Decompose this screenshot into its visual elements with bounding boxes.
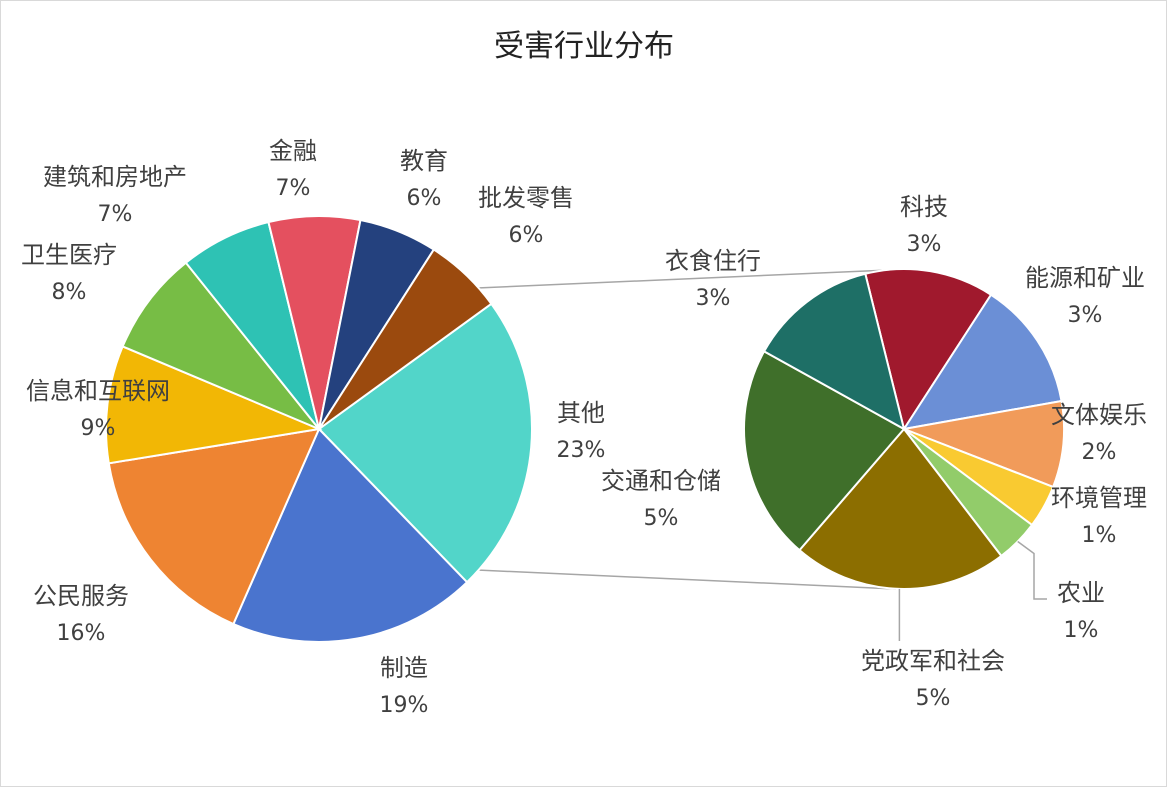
secondary-label-1: 能源和矿业 <box>1025 264 1145 292</box>
secondary-percent-6: 5% <box>644 506 679 531</box>
secondary-slice-1 <box>901 293 1063 431</box>
main-slice-3 <box>105 345 323 465</box>
main-label-4: 卫生医疗 <box>21 241 117 269</box>
secondary-percent-7: 3% <box>696 286 731 311</box>
main-percent-8: 6% <box>509 223 544 248</box>
main-percent-1: 19% <box>380 693 429 718</box>
secondary-pie <box>743 268 1065 590</box>
secondary-slice-5 <box>798 427 1003 590</box>
secondary-label-3: 环境管理 <box>1051 484 1147 512</box>
main-slice-4 <box>121 261 320 430</box>
main-label-5: 建筑和房地产 <box>43 163 187 191</box>
secondary-percent-1: 3% <box>1068 303 1103 328</box>
main-label-1: 制造 <box>380 654 428 682</box>
secondary-label-5: 党政军和社会 <box>861 647 1005 675</box>
main-percent-4: 8% <box>52 280 87 305</box>
secondary-percent-5: 5% <box>916 686 951 711</box>
connector-lines <box>476 269 897 590</box>
secondary-percent-0: 3% <box>907 232 942 257</box>
leader-line-agriculture <box>1017 540 1047 600</box>
main-slice-8 <box>318 248 493 430</box>
main-percent-3: 9% <box>81 416 116 441</box>
main-slice-2 <box>107 427 321 626</box>
main-percent-7: 6% <box>407 186 442 211</box>
main-label-3: 信息和互联网 <box>26 377 170 405</box>
secondary-label-0: 科技 <box>900 193 948 221</box>
secondary-label-4: 农业 <box>1057 579 1105 607</box>
secondary-label-6: 交通和仓储 <box>601 467 721 495</box>
secondary-slice-7 <box>762 272 906 431</box>
chart-title: 受害行业分布 <box>494 29 674 64</box>
main-label-7: 教育 <box>400 147 448 175</box>
secondary-percent-2: 2% <box>1082 440 1117 465</box>
main-label-0: 其他 <box>557 399 605 427</box>
connector-line-top <box>476 269 890 289</box>
main-label-8: 批发零售 <box>478 184 574 212</box>
secondary-slice-0 <box>864 268 993 432</box>
main-percent-6: 7% <box>276 176 311 201</box>
main-label-6: 金融 <box>269 137 317 165</box>
secondary-label-2: 文体娱乐 <box>1051 401 1147 429</box>
secondary-label-7: 衣食住行 <box>665 247 761 275</box>
main-percent-2: 16% <box>57 621 106 646</box>
secondary-percent-4: 1% <box>1064 618 1099 643</box>
secondary-slice-6 <box>743 349 906 552</box>
main-pie <box>105 215 533 643</box>
main-percent-0: 23% <box>557 438 606 463</box>
connector-line-bottom <box>476 569 897 590</box>
secondary-slice-2 <box>900 399 1065 489</box>
main-label-2: 公民服务 <box>33 582 129 610</box>
data-labels: 其他 23% 制造 19% 公民服务 16% 信息和互联网 9% 卫生医疗 8% 建筑和房地产 7% 金… <box>21 137 1147 718</box>
main-slice-1 <box>232 427 469 643</box>
secondary-percent-3: 1% <box>1082 523 1117 548</box>
main-percent-5: 7% <box>98 202 133 227</box>
main-slice-0 <box>317 302 533 584</box>
